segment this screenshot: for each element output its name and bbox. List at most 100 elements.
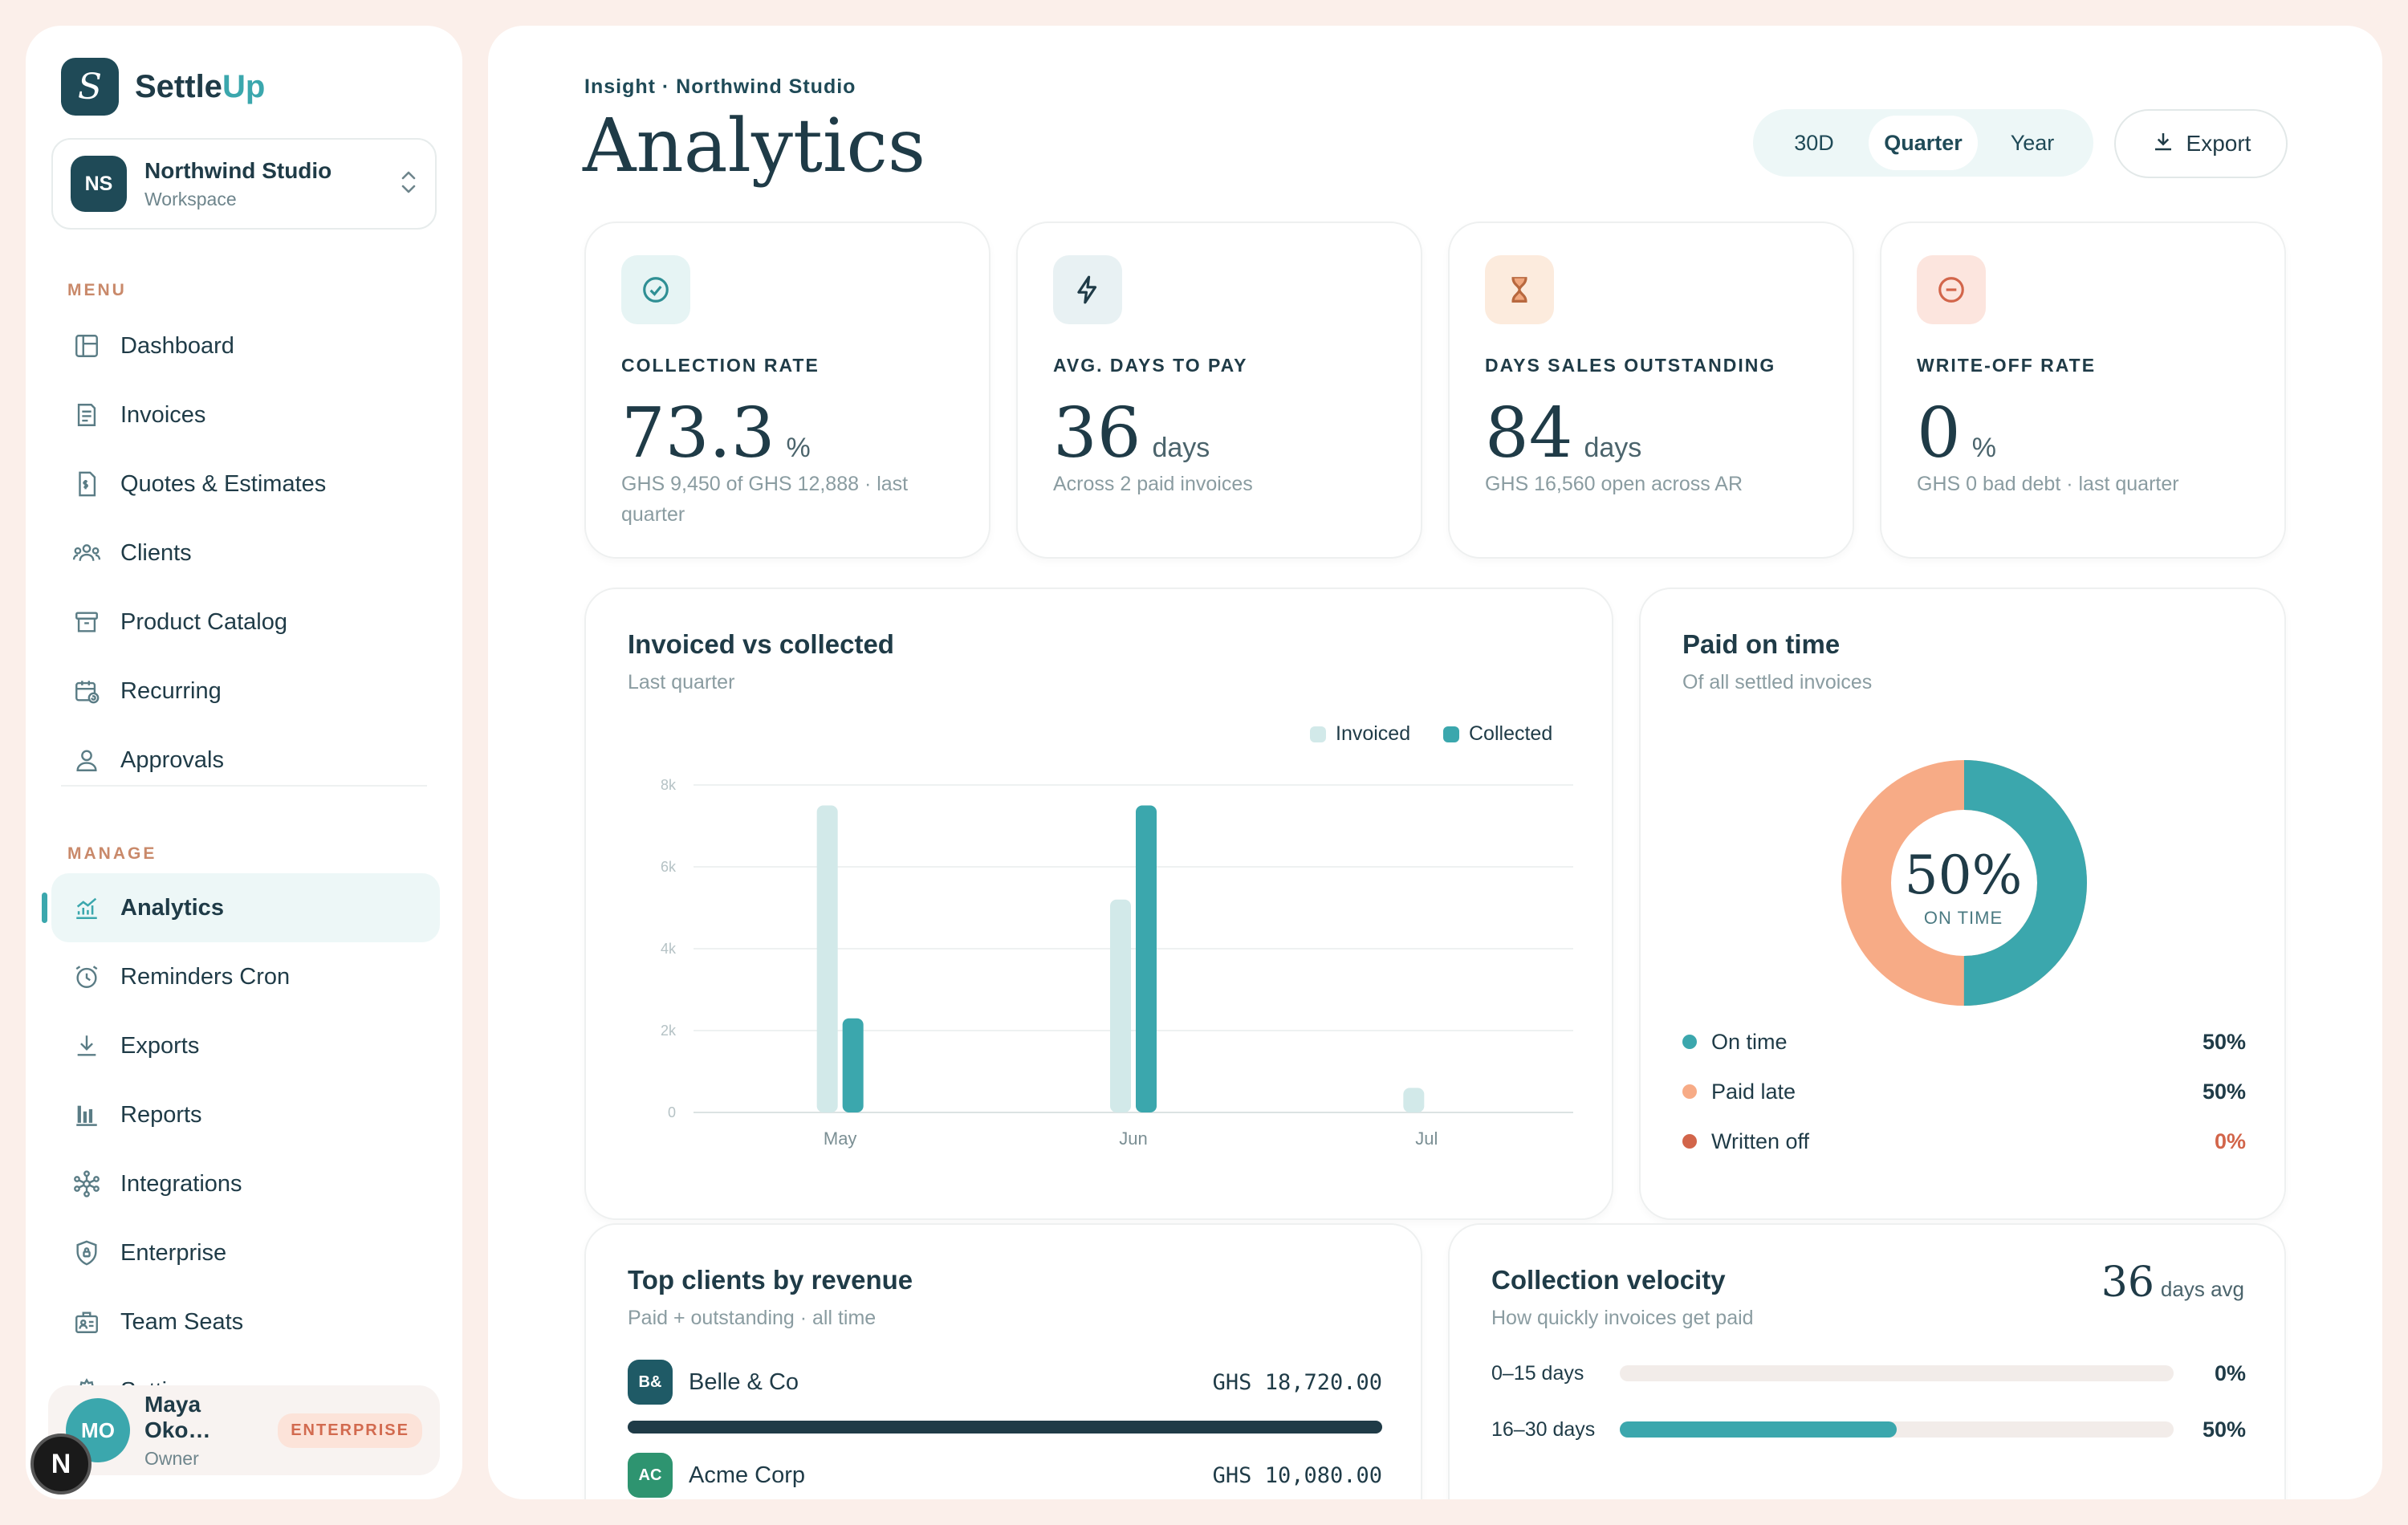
sidebar-item-invoices[interactable]: Invoices (51, 380, 440, 449)
bar-invoiced-jul[interactable] (1403, 1088, 1425, 1112)
kpi-number: 84 (1485, 393, 1573, 474)
calendar-repeat-icon (71, 675, 103, 707)
users-icon (71, 537, 103, 569)
list-item[interactable]: AC Acme Corp GHS 10,080.00 (628, 1453, 1382, 1498)
x-tick-label: Jul (1415, 1128, 1438, 1149)
download-icon (2151, 129, 2175, 159)
x-tick-label: May (824, 1128, 857, 1149)
page-title: Analytics (583, 103, 926, 189)
velocity-track (1620, 1421, 2174, 1438)
client-name: Acme Corp (689, 1462, 806, 1488)
user-role: Owner (144, 1447, 199, 1469)
legend-label: Collected (1469, 722, 1553, 745)
client-revenue-fill (628, 1421, 1382, 1434)
sidebar-item-reports[interactable]: Reports (51, 1080, 440, 1149)
velocity-label: 0–15 days (1491, 1362, 1584, 1385)
legend-dot (1682, 1134, 1697, 1149)
sidebar-item-label: Recurring (120, 677, 222, 704)
kpi-number: 0 (1917, 393, 1961, 474)
layout-icon (71, 330, 103, 362)
user-name: Maya Oko… (144, 1391, 211, 1442)
sidebar-item-team-seats[interactable]: Team Seats (51, 1287, 440, 1356)
sidebar-item-label: Dashboard (120, 332, 234, 359)
sidebar-item-label: Enterprise (120, 1239, 227, 1266)
bar-invoiced-jun[interactable] (1110, 899, 1131, 1112)
donut-chart (1841, 760, 2087, 1006)
sidebar-item-dashboard[interactable]: Dashboard (51, 311, 440, 380)
y-tick-label: 8k (661, 777, 677, 793)
workspace-avatar: NS (71, 156, 127, 212)
bar-invoiced-may[interactable] (816, 805, 838, 1113)
bar-chart-icon (71, 1099, 103, 1131)
sidebar-item-recurring[interactable]: Recurring (51, 657, 440, 726)
workspace-subtitle: Workspace (144, 188, 237, 209)
quote-icon (71, 468, 103, 500)
sidebar-item-clients[interactable]: Clients (51, 518, 440, 588)
sidebar-item-product-catalog[interactable]: Product Catalog (51, 588, 440, 657)
sidebar-item-label: Integrations (120, 1170, 242, 1197)
user-check-icon (71, 744, 103, 776)
sidebar-item-analytics[interactable]: Analytics (51, 873, 440, 942)
sidebar-item-quotes[interactable]: Quotes & Estimates (51, 449, 440, 518)
legend-collected: Collected (1443, 722, 1552, 746)
velocity-title: Collection velocity (1491, 1265, 1726, 1295)
sidebar-item-reminders-cron[interactable]: Reminders Cron (51, 942, 440, 1011)
invoiced-vs-collected-card: Invoiced vs collected Last quarter Invoi… (584, 588, 1613, 1220)
kpi-value: 84 days (1485, 393, 1641, 474)
client-avatar: AC (628, 1453, 673, 1498)
donut-title: Paid on time (1682, 629, 1841, 659)
top-clients-title: Top clients by revenue (628, 1265, 913, 1295)
brand[interactable]: S SettleUp (61, 58, 265, 116)
workspace-switcher[interactable]: NS Northwind Studio Workspace (51, 138, 437, 230)
kpi-subtext: GHS 9,450 of GHS 12,888 · last quarter (621, 473, 909, 526)
archive-icon (71, 606, 103, 638)
export-button[interactable]: Export (2114, 109, 2288, 178)
kpi-label: COLLECTION RATE (621, 355, 820, 376)
kpi-card-collection-rate: COLLECTION RATE 73.3 % GHS 9,450 of GHS … (584, 222, 990, 559)
sidebar-item-enterprise[interactable]: Enterprise (51, 1218, 440, 1287)
plan-badge: ENTERPRISE (278, 1413, 422, 1448)
donut-legend-written-off: Written off 0% (1682, 1125, 2246, 1157)
avatar: MO (66, 1398, 130, 1462)
donut-segment-on-time[interactable] (1841, 760, 2087, 1006)
download-icon (71, 1030, 103, 1062)
velocity-subtitle: How quickly invoices get paid (1491, 1307, 1754, 1329)
donut-center: 50% ON TIME (1883, 844, 2044, 929)
export-label: Export (2186, 131, 2251, 156)
check-circle-icon (621, 255, 690, 324)
sidebar-item-label: Exports (120, 1032, 200, 1059)
range-quarter[interactable]: Quarter (1869, 116, 1978, 170)
sidebar-item-integrations[interactable]: Integrations (51, 1149, 440, 1218)
legend-label: Written off (1711, 1128, 1810, 1153)
legend-dot (1682, 1035, 1697, 1049)
range-30d[interactable]: 30D (1794, 131, 1834, 155)
range-selector: 30D Quarter Year (1753, 109, 2093, 177)
legend-invoiced: Invoiced (1310, 722, 1410, 746)
chart-title: Invoiced vs collected (628, 629, 894, 659)
sidebar-item-approvals[interactable]: Approvals (51, 726, 440, 795)
bar-collected-may[interactable] (842, 1018, 864, 1112)
menu-section-label: MENU (67, 281, 127, 299)
velocity-fill (1620, 1421, 1897, 1438)
y-tick-label: 4k (661, 941, 677, 957)
kpi-card-write-off-rate: WRITE-OFF RATE 0 % GHS 0 bad debt · last… (1880, 222, 2286, 559)
range-year[interactable]: Year (2010, 131, 2055, 155)
manage-section-label: MANAGE (67, 844, 157, 863)
sidebar-item-label: Team Seats (120, 1308, 244, 1335)
list-item[interactable]: B& Belle & Co GHS 18,720.00 (628, 1360, 1382, 1405)
velocity-row: 16–30 days 50% (1491, 1414, 2246, 1445)
floating-n-button[interactable]: N (31, 1434, 92, 1494)
kpi-card-dso: DAYS SALES OUTSTANDING 84 days GHS 16,56… (1448, 222, 1854, 559)
kpi-unit: % (786, 433, 811, 463)
kpi-unit: % (1971, 433, 1996, 463)
kpi-subtext: GHS 0 bad debt · last quarter (1917, 473, 2179, 495)
user-card[interactable]: MO Maya Oko… Owner ENTERPRISE (48, 1385, 440, 1475)
sidebar-item-label: Reminders Cron (120, 963, 291, 990)
legend-dot (1682, 1084, 1697, 1099)
bar-collected-jun[interactable] (1136, 805, 1157, 1113)
bar-chart: 0 2k 4k 6k 8k May Jun Jul (661, 777, 1573, 1149)
sidebar-item-label: Analytics (120, 894, 224, 921)
brand-name: SettleUp (135, 68, 266, 104)
legend-value: 0% (2214, 1128, 2246, 1153)
sidebar-item-exports[interactable]: Exports (51, 1011, 440, 1080)
